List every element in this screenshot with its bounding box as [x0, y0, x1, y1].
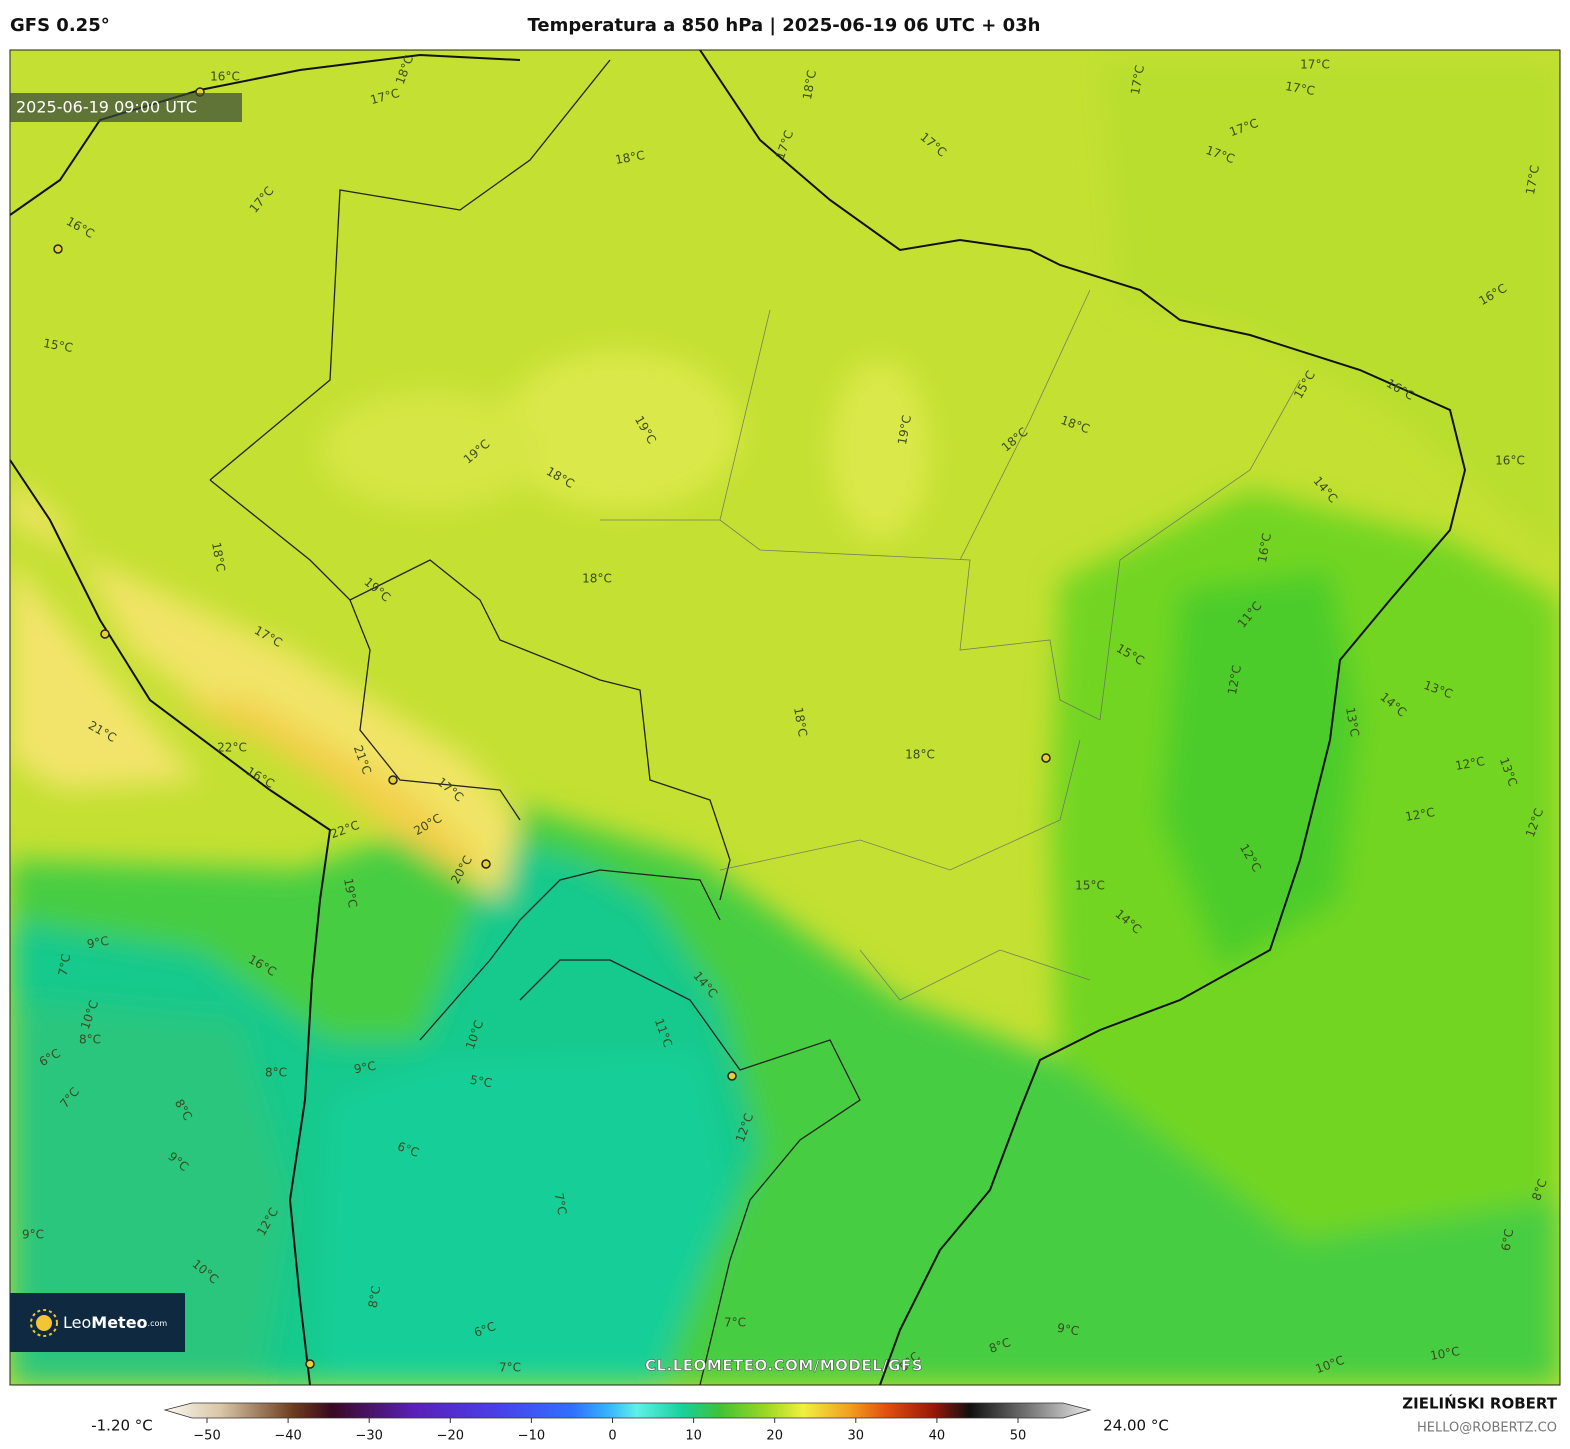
logo-sun	[36, 1315, 52, 1331]
colorbar-tick-label: −50	[193, 1429, 220, 1444]
contour-label: 10°C	[1429, 1344, 1461, 1363]
contour-label: 12°C	[1404, 805, 1436, 824]
colorbar-ticks: −50 −40 −30 −20 −10 0 10 20 30 40 50	[193, 1418, 1026, 1444]
logo-rays	[30, 1309, 58, 1337]
contour-label: 8°C	[265, 1066, 287, 1080]
contour-label: 9°C	[1056, 1321, 1080, 1339]
contour-label: 7°C	[724, 1316, 746, 1330]
author: ZIELIŃSKI ROBERT	[1402, 1394, 1557, 1413]
colorbar-tick-label: 40	[929, 1429, 946, 1444]
model-label: GFS 0.25°	[10, 15, 110, 36]
colorbar-tick-label: 0	[608, 1429, 616, 1444]
colorbar-tick-label: 30	[848, 1429, 865, 1444]
contour-label: 13°C	[1343, 706, 1362, 738]
contour-label: 5°C	[469, 1073, 493, 1091]
contour-label: 17°C	[1284, 79, 1316, 98]
map-area: 16°C 18°C17°C18°C17°C 17°C17°C17°C17°C17°C…	[10, 50, 1560, 1385]
contour-label: 9°C	[22, 1228, 44, 1242]
colorbar-tick-label: −10	[518, 1429, 545, 1444]
contour-label: 6°C	[1499, 1228, 1517, 1252]
contour-label: 17°C	[1300, 58, 1330, 72]
contour-label: 9°C	[353, 1059, 377, 1077]
watermark: CL.LEOMETEO.COM/MODEL/GFS	[645, 1357, 923, 1375]
colorbar-tick-label: −40	[274, 1429, 301, 1444]
colorbar-tick-label: 50	[1010, 1429, 1027, 1444]
contour-label: 7°C	[499, 1361, 521, 1375]
state-borders	[600, 289, 1301, 1001]
contour-label: 16°C	[210, 70, 240, 84]
contour-label: 15°C	[42, 336, 74, 355]
contour-label: 19°C	[895, 414, 914, 446]
colorbar-tick-label: 10	[685, 1429, 702, 1444]
contour-label: 18°C	[209, 541, 228, 573]
logo: LeoMeteo.com	[10, 1293, 185, 1352]
country-borders	[209, 59, 861, 1385]
contour-label: 17°C	[1128, 64, 1147, 96]
contour-label: 12°C	[1454, 754, 1486, 773]
contour-label: 8°C	[366, 1285, 384, 1309]
contour-label: 22°C	[217, 741, 247, 755]
contour-label: 16°C	[1255, 532, 1274, 564]
logo-bold: Meteo	[91, 1313, 147, 1332]
city-markers	[53, 87, 1051, 1369]
contour-label: 16°C	[1495, 454, 1525, 468]
contour-label: 18°C	[614, 148, 646, 167]
contour-label: 9°C	[86, 934, 110, 952]
contour-label: 18°C	[791, 706, 810, 738]
contour-label: 18°C	[800, 69, 819, 101]
contour-label: 18°C	[582, 572, 612, 586]
contour-label: 17°C	[1523, 164, 1542, 196]
contour-label: 12°C	[1225, 664, 1244, 696]
colorbar-tick-label: −30	[355, 1429, 382, 1444]
map-frame	[9, 49, 1561, 1386]
time-box	[10, 93, 242, 122]
contour-label: 18°C	[905, 748, 935, 762]
contour-label: 15°C	[1075, 879, 1105, 893]
valid-time: 2025-06-19 09:00 UTC	[16, 98, 197, 117]
map-title: Temperatura a 850 hPa | 2025-06-19 06 UT…	[527, 15, 1040, 36]
contour-label: 7°C	[56, 953, 74, 977]
colorbar: -1.20 °C 24.00 °C −50 −40 −30 −20 −10 0 10 20 30…	[91, 1402, 1169, 1444]
contour-label: 7°C	[552, 1192, 570, 1216]
colorbar-scale	[163, 1402, 1092, 1419]
logo-suffix: .com	[148, 1319, 168, 1328]
logo-light: Leo	[63, 1313, 91, 1332]
temperature-field	[10, 60, 1560, 1385]
colorbar-tick-label: −20	[437, 1429, 464, 1444]
logo-text: LeoMeteo.com	[63, 1313, 167, 1332]
colorbar-max: 24.00 °C	[1103, 1417, 1169, 1435]
colorbar-min: -1.20 °C	[91, 1417, 153, 1435]
contour-label: 19°C	[341, 877, 360, 909]
contour-label: 8°C	[79, 1033, 101, 1047]
contact: HELLO@ROBERTZ.CO	[1417, 1421, 1557, 1436]
colorbar-tick-label: 20	[766, 1429, 783, 1444]
